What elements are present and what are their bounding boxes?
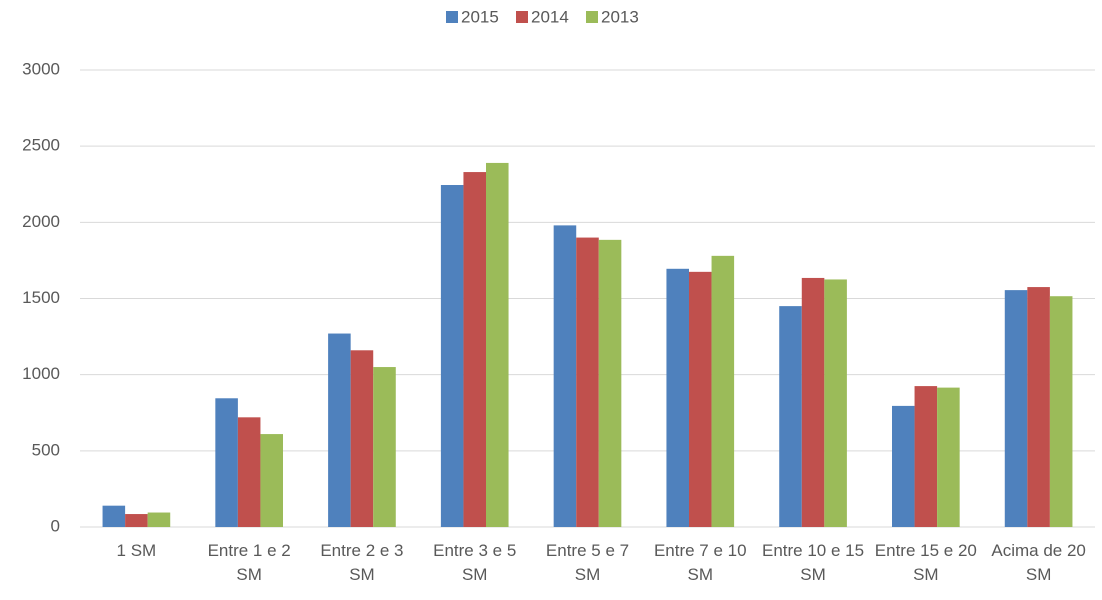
bar bbox=[689, 271, 712, 527]
bar bbox=[1049, 296, 1073, 527]
legend-swatch bbox=[516, 11, 528, 23]
bar bbox=[553, 225, 577, 527]
x-tick-label: Entre 1 e 2 SM bbox=[207, 541, 291, 584]
bar bbox=[892, 405, 915, 527]
legend-swatch bbox=[446, 11, 458, 23]
bar bbox=[598, 239, 622, 527]
x-tick-label: Acima de 20 SM bbox=[991, 541, 1086, 584]
bar bbox=[801, 277, 825, 527]
bar bbox=[1027, 287, 1050, 527]
y-tick-label: 500 bbox=[32, 440, 60, 459]
x-tick-label: 1 SM bbox=[116, 541, 157, 560]
y-tick-label: 1000 bbox=[22, 364, 60, 383]
bar bbox=[260, 434, 283, 527]
bar bbox=[937, 387, 960, 527]
y-tick-label: 2500 bbox=[22, 136, 60, 155]
bar bbox=[440, 185, 464, 528]
legend-label: 2014 bbox=[531, 7, 569, 26]
y-tick-label: 2000 bbox=[22, 212, 60, 231]
y-tick-label: 1500 bbox=[22, 288, 60, 307]
bar bbox=[215, 398, 238, 527]
bar bbox=[666, 268, 689, 527]
x-tick-label: Entre 2 e 3 SM bbox=[320, 541, 404, 584]
bar bbox=[147, 512, 171, 527]
y-tick-label: 3000 bbox=[22, 59, 60, 78]
bar bbox=[328, 333, 351, 527]
bar bbox=[463, 172, 486, 527]
x-tick-label: Entre 7 e 10 SM bbox=[653, 541, 747, 584]
bar bbox=[102, 505, 126, 527]
y-tick-label: 0 bbox=[51, 516, 60, 535]
bar bbox=[576, 237, 599, 528]
bar bbox=[824, 279, 847, 527]
bar bbox=[237, 417, 261, 527]
bar bbox=[1004, 290, 1028, 527]
x-tick-label: Entre 3 e 5 SM bbox=[433, 541, 517, 584]
bar bbox=[486, 162, 509, 527]
x-tick-label: Entre 15 e 20 SM bbox=[874, 541, 977, 584]
x-tick-label: Entre 10 e 15 SM bbox=[762, 541, 865, 584]
bar bbox=[350, 350, 374, 527]
bar bbox=[711, 255, 735, 527]
bar bbox=[779, 306, 802, 527]
legend-swatch bbox=[586, 11, 598, 23]
legend-label: 2015 bbox=[461, 7, 499, 26]
bar bbox=[914, 386, 938, 527]
x-tick-label: Entre 5 e 7 SM bbox=[545, 541, 630, 584]
legend-label: 2013 bbox=[601, 7, 639, 26]
bar bbox=[373, 367, 396, 527]
bar bbox=[125, 514, 148, 527]
